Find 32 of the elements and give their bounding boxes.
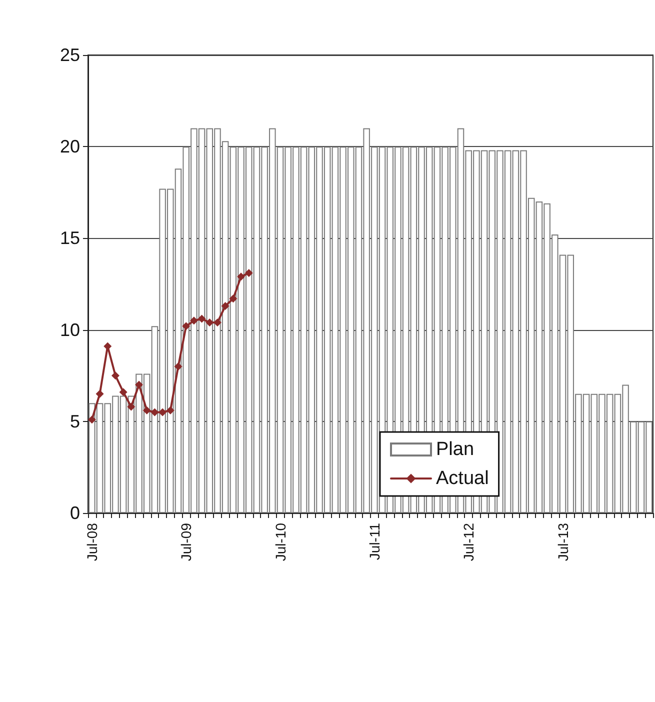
point (237, 272, 246, 281)
y-tick-label: 15 (60, 228, 80, 248)
point (190, 316, 198, 325)
point (198, 314, 206, 323)
point (142, 406, 151, 414)
y-tick-label: 20 (60, 136, 80, 157)
x-tick-label: Jul-10 (272, 522, 288, 562)
y-tick-label: 0 (70, 503, 80, 523)
point (166, 406, 174, 414)
point (135, 380, 144, 389)
y-tick-label: 5 (70, 411, 80, 432)
point (127, 402, 136, 411)
point (119, 388, 128, 396)
point (158, 408, 167, 416)
point (150, 408, 159, 416)
y-tick-label: 25 (60, 45, 80, 65)
point (111, 372, 120, 380)
point (229, 294, 238, 303)
x-tick-label: Jul-09 (178, 522, 194, 562)
legend-label: Actual (436, 468, 489, 489)
y-tick-label: 10 (60, 320, 80, 340)
point (96, 390, 104, 398)
x-tick-label: Jul-08 (84, 522, 100, 562)
point (182, 322, 190, 330)
point (221, 302, 230, 310)
point (88, 416, 96, 424)
point (244, 269, 253, 278)
legend-label: Plan (436, 439, 474, 460)
x-tick-label: Jul-12 (460, 522, 477, 562)
x-tick-label: Jul-13 (554, 522, 571, 562)
point (174, 362, 182, 370)
x-tick-label: Jul-11 (366, 522, 382, 560)
